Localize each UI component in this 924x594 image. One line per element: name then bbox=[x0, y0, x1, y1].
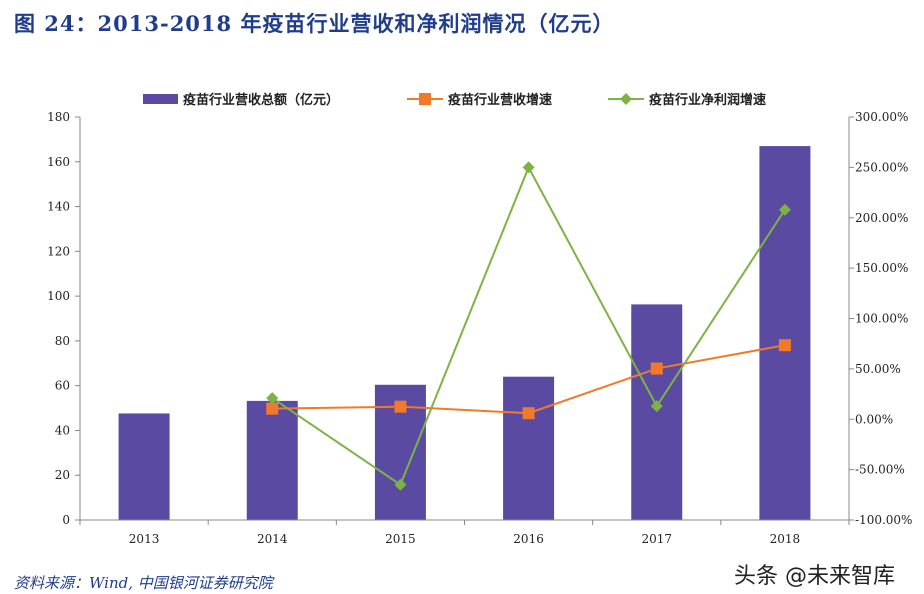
point-square bbox=[266, 402, 279, 415]
point-diamond bbox=[650, 400, 663, 413]
y-right-tick-label: -50.00% bbox=[855, 463, 905, 477]
y-right-tick-label: 100.00% bbox=[855, 312, 908, 326]
bar bbox=[246, 400, 298, 520]
y-left-tick-label: 0 bbox=[62, 513, 70, 527]
y-right-tick-label: 0.00% bbox=[855, 412, 893, 426]
legend-swatch-marker bbox=[620, 93, 632, 105]
y-left-tick-label: 120 bbox=[47, 244, 70, 258]
y-left-tick-label: 60 bbox=[55, 379, 70, 393]
bar-series bbox=[118, 146, 811, 520]
point-diamond bbox=[266, 392, 279, 405]
x-tick-label: 2013 bbox=[129, 532, 160, 546]
point-diamond bbox=[778, 203, 791, 216]
bar bbox=[759, 146, 811, 520]
point-square bbox=[522, 407, 535, 420]
legend-swatch-bar bbox=[143, 94, 178, 104]
bar bbox=[503, 376, 555, 520]
y-left-tick-label: 40 bbox=[55, 423, 70, 437]
y-left-tick-label: 160 bbox=[47, 155, 70, 169]
y-left-tick-label: 20 bbox=[55, 468, 70, 482]
y-right-tick-label: 150.00% bbox=[855, 261, 908, 275]
point-square bbox=[650, 362, 663, 375]
source-note: 资料来源：Wind, 中国银河证券研究院 bbox=[14, 574, 273, 592]
y-right-tick-label: 300.00% bbox=[855, 110, 908, 124]
bar bbox=[118, 413, 170, 520]
y-left-tick-label: 80 bbox=[55, 334, 70, 348]
y-left-tick-label: 100 bbox=[47, 289, 70, 303]
x-tick-label: 2014 bbox=[257, 532, 288, 546]
x-tick-label: 2017 bbox=[641, 532, 672, 546]
point-square bbox=[778, 339, 791, 352]
y-right-tick-label: 50.00% bbox=[855, 362, 901, 376]
legend-label: 疫苗行业营收总额（亿元） bbox=[183, 92, 339, 108]
y-right-tick-label: 250.00% bbox=[855, 160, 908, 174]
line-series bbox=[266, 161, 791, 491]
x-tick-label: 2015 bbox=[385, 532, 416, 546]
legend-label: 疫苗行业净利润增速 bbox=[649, 92, 766, 108]
legend-label: 疫苗行业营收增速 bbox=[448, 92, 552, 108]
point-square bbox=[394, 400, 407, 413]
legend-swatch-marker bbox=[419, 93, 431, 105]
y-left-tick-label: 180 bbox=[47, 110, 70, 124]
axes: 0 20 40 60 80 100 120 140 160 180 -100.00% -50.00% 0… bbox=[47, 110, 912, 546]
legend: 疫苗行业营收总额（亿元） 疫苗行业营收增速 疫苗行业净利润增速 bbox=[143, 92, 766, 108]
y-left-tick-label: 140 bbox=[47, 200, 70, 214]
y-right-tick-label: 200.00% bbox=[855, 211, 908, 225]
point-diamond bbox=[522, 161, 535, 174]
chart-title: 图 24：2013-2018 年疫苗行业营收和净利润情况（亿元） bbox=[14, 11, 615, 36]
x-tick-label: 2016 bbox=[513, 532, 544, 546]
x-tick-label: 2018 bbox=[770, 532, 801, 546]
bar bbox=[631, 304, 683, 520]
watermark: 头条 @未来智库 bbox=[734, 564, 895, 589]
y-right-tick-label: -100.00% bbox=[855, 513, 912, 527]
point-diamond bbox=[394, 478, 407, 491]
